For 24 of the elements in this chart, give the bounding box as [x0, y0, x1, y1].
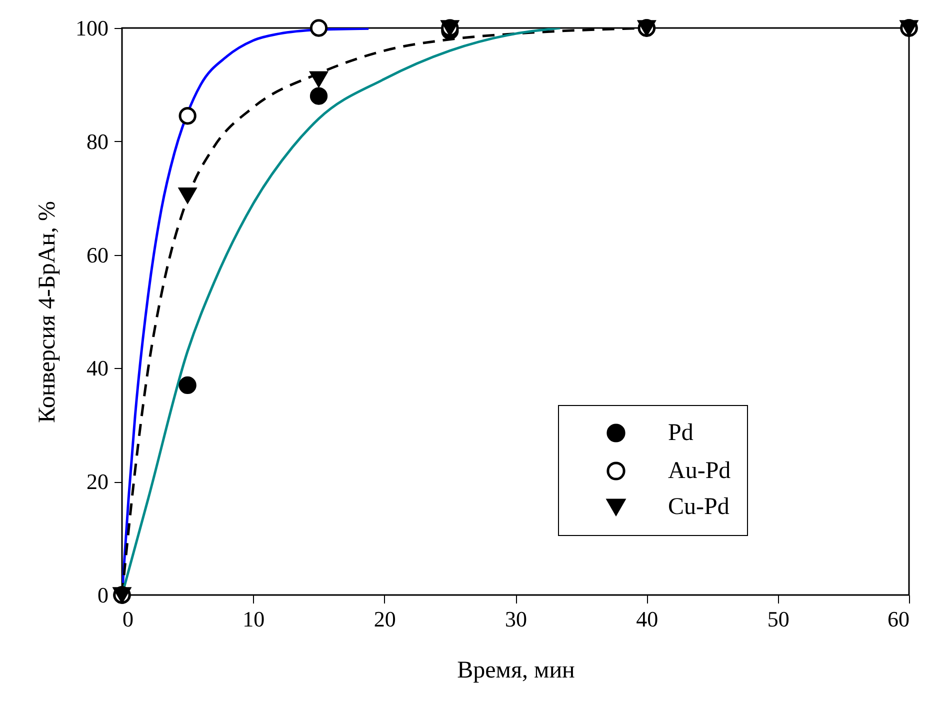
legend-label: Au-Pd	[668, 458, 731, 484]
y-axis-title: Конверсия 4-БрАн, %	[34, 201, 60, 423]
y-tick-label: 60	[86, 242, 108, 268]
legend-label: Cu-Pd	[668, 494, 730, 520]
legend-label: Pd	[668, 420, 694, 446]
y-tick-label: 100	[76, 16, 108, 40]
x-tick-label: 10	[242, 606, 265, 632]
point	[178, 107, 196, 125]
y-tick-label: 40	[86, 356, 108, 381]
x-tick-label: 40	[636, 606, 658, 632]
y-tick-label: 20	[86, 469, 108, 494]
x-tick-label: 0	[122, 606, 134, 632]
x-tick-label: 20	[374, 606, 396, 632]
x-axis-title: Время, мин	[457, 658, 576, 684]
point	[310, 19, 328, 37]
x-tick-label: 60	[888, 606, 910, 632]
point	[310, 71, 328, 87]
x-tick-label: 50	[767, 606, 790, 632]
y-tick-label: 80	[86, 128, 108, 154]
point	[178, 187, 196, 204]
point	[310, 87, 328, 105]
x-tick-label: 30	[505, 606, 527, 632]
point	[178, 376, 196, 394]
y-tick-label: 0	[98, 582, 108, 608]
